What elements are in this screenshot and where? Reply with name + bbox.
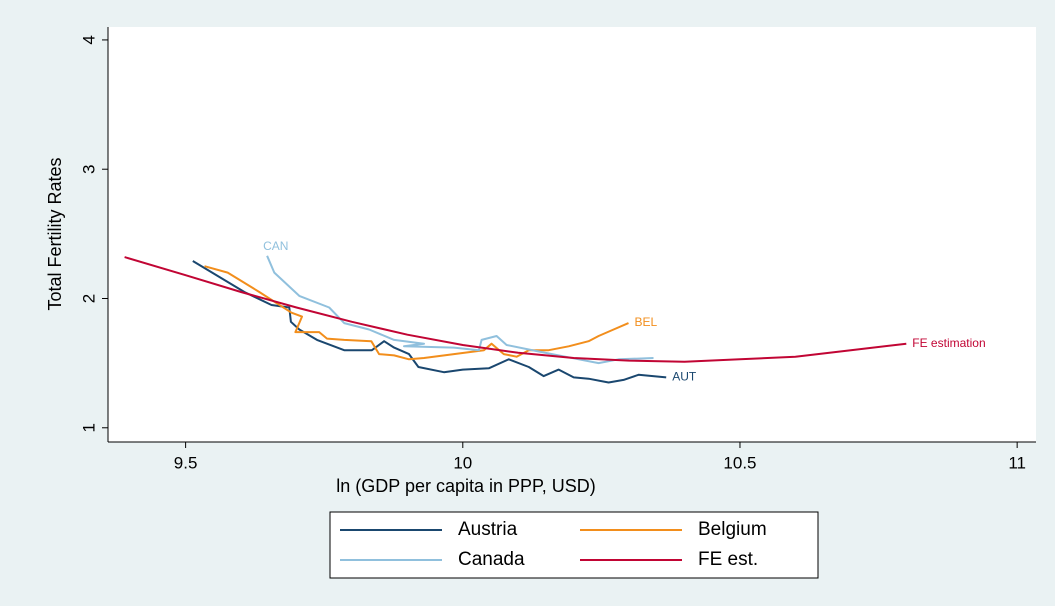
y-tick-label: 3 (79, 164, 98, 173)
legend-label: Canada (458, 549, 525, 570)
series-line (266, 255, 654, 365)
series-line (192, 260, 667, 384)
x-tick-label: 10.5 (723, 453, 756, 472)
series-annotation: CAN (263, 239, 288, 253)
x-tick-label: 11 (1008, 453, 1026, 472)
x-tick-label: 10 (453, 453, 472, 472)
legend-label: Austria (458, 519, 518, 540)
y-axis-title: Total Fertility Rates (45, 157, 65, 310)
series-line (124, 256, 907, 363)
series-line (204, 265, 629, 361)
x-axis-title: ln (GDP per capita in PPP, USD) (336, 476, 595, 496)
series-annotation: BEL (635, 315, 658, 329)
y-tick-label: 4 (79, 35, 98, 44)
legend-label: Belgium (698, 519, 767, 540)
y-tick-label: 2 (79, 294, 98, 303)
legend-label: FE est. (698, 549, 758, 570)
y-tick-label: 1 (79, 423, 98, 432)
series-annotation: AUT (672, 370, 697, 384)
plot-area (108, 27, 1036, 442)
x-tick-label: 9.5 (174, 453, 198, 472)
series-annotation: FE estimation (912, 336, 985, 350)
legend (329, 511, 819, 579)
